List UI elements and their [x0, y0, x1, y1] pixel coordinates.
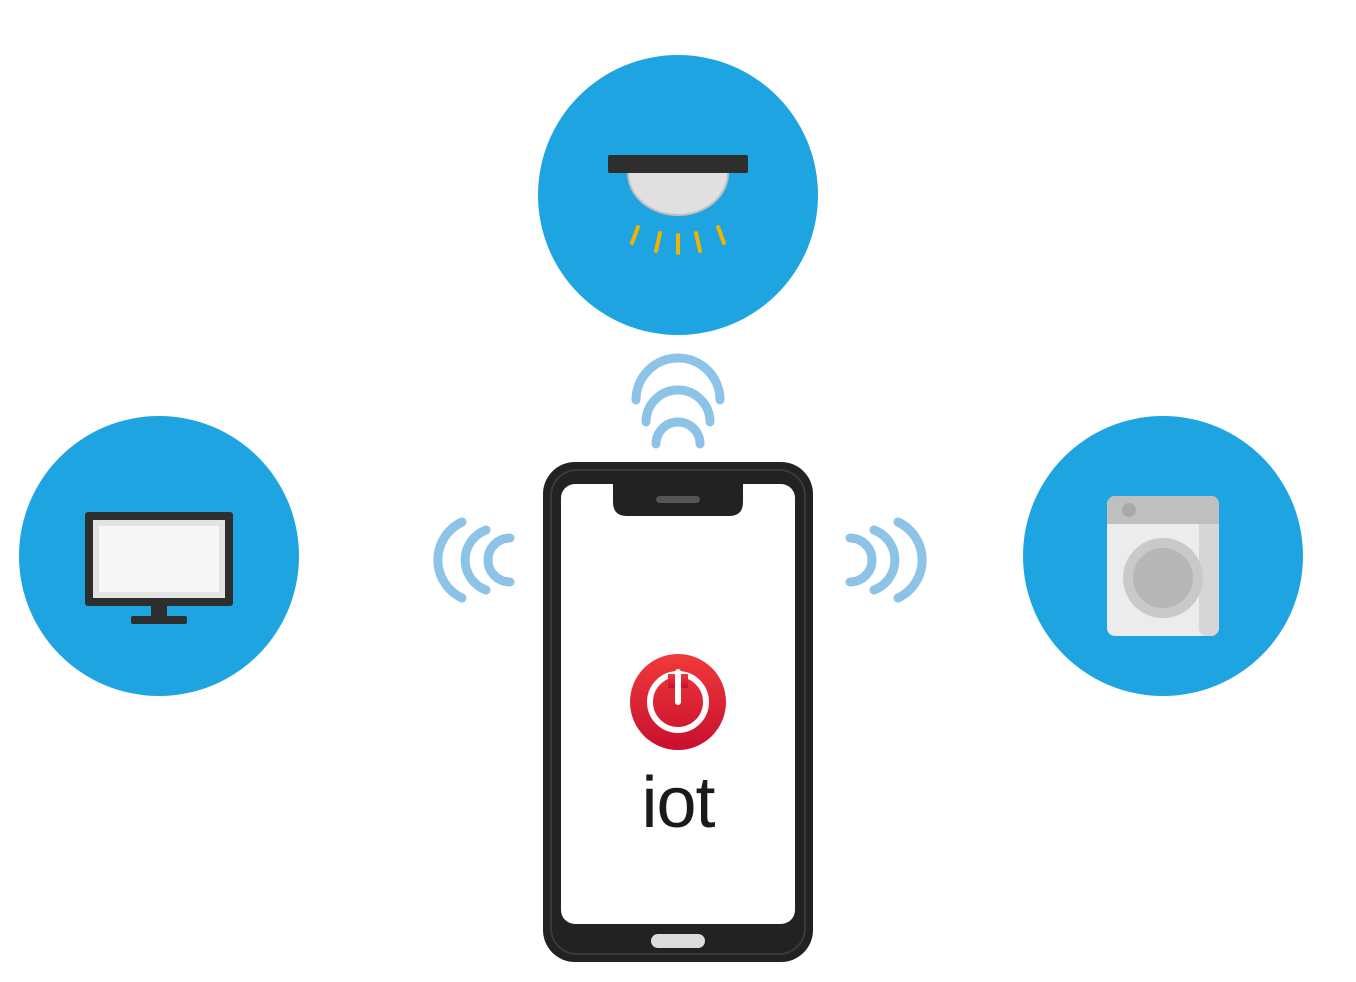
signal-top	[608, 344, 748, 464]
iot-label: iot	[543, 762, 813, 844]
washer-icon	[1023, 416, 1303, 696]
device-tv	[19, 416, 299, 696]
light-icon	[538, 55, 818, 335]
signal-left	[390, 500, 540, 620]
iot-diagram: iot	[0, 0, 1356, 982]
device-washer	[1023, 416, 1303, 696]
iot-phone: iot	[543, 462, 813, 962]
power-button-icon	[630, 654, 726, 750]
device-light	[538, 55, 818, 335]
tv-icon	[19, 416, 299, 696]
phone-icon	[543, 462, 813, 962]
signal-right	[820, 500, 970, 620]
